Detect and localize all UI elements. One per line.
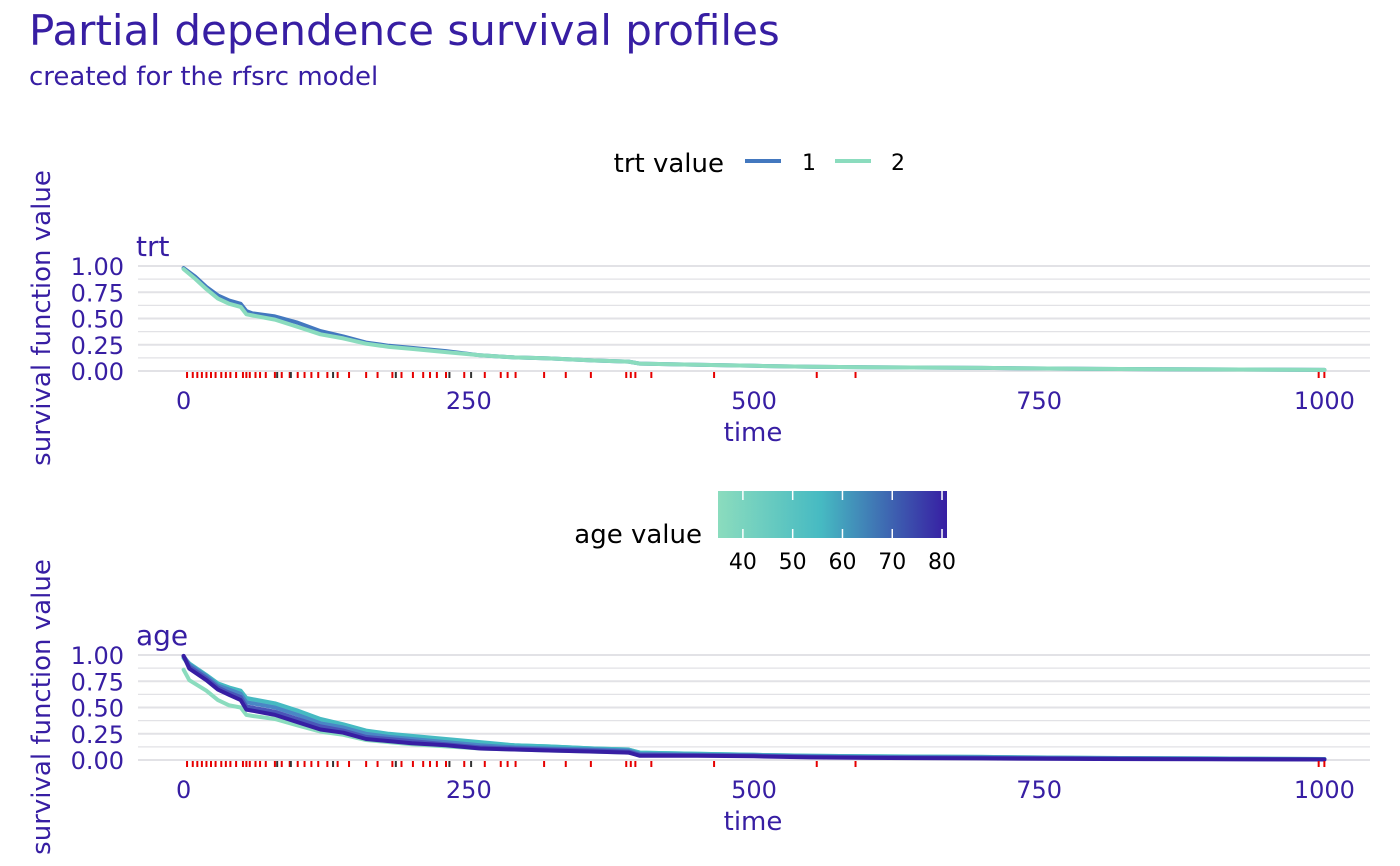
colorbar-label: 80 [928,550,956,575]
y-tick-label-trt: 0.50 [71,306,124,334]
y-tick-label-age: 0.50 [71,695,124,723]
x-tick-label-trt: 750 [1016,387,1062,415]
x-axis-label-age: time [724,807,783,837]
colorbar-label: 50 [779,550,807,575]
y-tick-label-age: 1.00 [71,642,124,670]
x-tick-label-trt: 0 [176,387,191,415]
y-tick-label-age: 0.75 [71,668,124,696]
x-tick-label-trt: 500 [731,387,777,415]
legend-colorbar-ticks: 40 50 60 70 80 [729,491,956,575]
legend-label-trt-1: 1 [802,151,816,176]
y-tick-label-trt: 1.00 [71,253,124,281]
x-tick-label-age: 0 [176,776,191,804]
y-tick-label-trt: 0.25 [71,332,124,360]
panel-trt: 0.000.250.500.751.00 0 250 500 750 1000 [71,253,1370,415]
series-line-trt-1 [181,267,1327,372]
y-axis-label-trt: survival function value [27,170,57,466]
x-tick-label-trt: 250 [446,387,492,415]
legend-title-trt: trt value [614,149,724,179]
series-line-age-0 [181,667,1327,761]
legend-title-age: age value [574,520,702,550]
colorbar-label: 70 [878,550,906,575]
y-tick-label-age: 0.00 [71,747,124,775]
x-tick-label-age: 250 [446,776,492,804]
y-axis-label-age: survival function value [27,559,57,855]
y-tick-label-trt: 0.00 [71,358,124,386]
x-tick-label-trt: 1000 [1294,387,1355,415]
x-tick-label-age: 500 [731,776,777,804]
colorbar-label: 60 [828,550,856,575]
x-axis-label-trt: time [724,418,783,448]
x-tick-label-age: 1000 [1294,776,1355,804]
legend-label-trt-2: 2 [891,151,905,176]
colorbar-label: 40 [729,550,757,575]
y-tick-label-age: 0.25 [71,721,124,749]
panel-age: 0.000.250.500.751.00 0 250 500 750 1000 [71,642,1370,804]
chart-title: Partial dependence survival profiles [29,6,780,55]
panel-label-trt: trt [136,230,169,263]
series-line-age-5 [181,654,1327,762]
x-tick-label-age: 750 [1016,776,1062,804]
y-tick-label-trt: 0.75 [71,279,124,307]
series-line-age-1 [181,656,1327,761]
panel-label-age: age [136,619,188,652]
legend-colorbar-age [718,491,947,538]
chart-subtitle: created for the rfsrc model [29,62,379,92]
